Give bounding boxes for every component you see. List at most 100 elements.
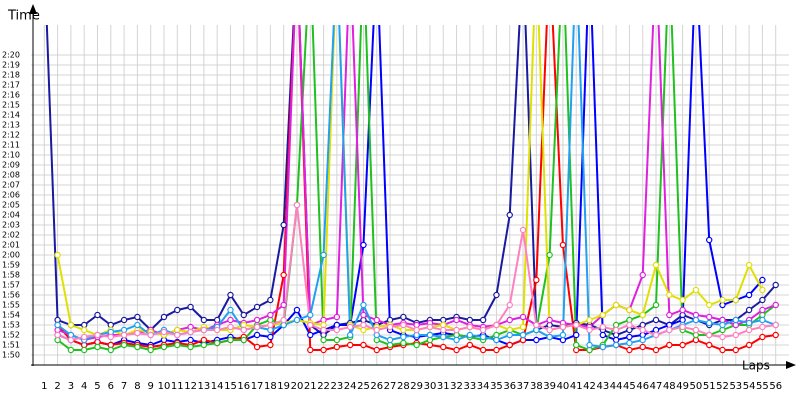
point — [386, 323, 394, 331]
y-tick-label: 2:02 — [2, 231, 20, 240]
point — [346, 323, 354, 331]
point — [120, 331, 128, 339]
x-tick-label: 35 — [490, 381, 503, 392]
y-axis-label: Time — [7, 9, 40, 24]
point — [253, 331, 261, 339]
point — [174, 341, 181, 349]
point — [586, 316, 593, 324]
x-tick-label: 17 — [251, 381, 264, 392]
point — [253, 343, 261, 351]
point — [293, 306, 301, 314]
point — [559, 331, 567, 339]
point — [240, 311, 247, 319]
point — [413, 326, 420, 334]
point — [533, 336, 540, 344]
point — [333, 343, 341, 351]
point — [639, 311, 646, 319]
point — [546, 333, 553, 341]
point — [360, 321, 367, 329]
point — [94, 311, 101, 319]
x-tick-label: 47 — [650, 381, 663, 392]
point — [320, 326, 327, 334]
x-tick-label: 56 — [769, 381, 782, 392]
grid — [31, 25, 789, 365]
x-tick-label: 29 — [410, 381, 423, 392]
point — [652, 301, 660, 309]
point — [772, 321, 779, 329]
y-tick-label: 1:50 — [2, 351, 20, 360]
point — [759, 316, 766, 324]
point — [772, 331, 779, 339]
point — [732, 296, 740, 304]
point — [639, 326, 646, 334]
point — [506, 301, 513, 309]
point — [466, 331, 474, 339]
point — [267, 333, 274, 341]
point — [599, 323, 607, 331]
x-tick-label: 10 — [158, 381, 171, 392]
y-tick-label: 2:00 — [2, 251, 20, 260]
point — [533, 321, 540, 329]
point — [479, 346, 487, 354]
point — [360, 311, 367, 319]
point — [745, 319, 753, 327]
y-tick-label: 2:18 — [2, 71, 20, 80]
point — [679, 296, 686, 304]
point — [346, 341, 354, 349]
x-tick-label: 2 — [54, 381, 60, 392]
point — [200, 341, 208, 349]
point — [80, 333, 88, 341]
point — [54, 251, 61, 259]
point — [320, 336, 327, 344]
y-tick-label: 2:11 — [2, 141, 20, 150]
x-tick-label: 7 — [121, 381, 127, 392]
point — [626, 346, 633, 354]
point — [320, 346, 327, 354]
point — [612, 326, 620, 334]
x-tick-label: 33 — [463, 381, 476, 392]
point — [759, 333, 766, 341]
y-tick-label: 2:01 — [2, 241, 20, 250]
x-axis-arrow — [786, 361, 796, 369]
y-tick-label: 2:16 — [2, 91, 20, 100]
x-tick-label: 42 — [583, 381, 596, 392]
point — [333, 326, 341, 334]
point — [134, 343, 141, 351]
point — [187, 343, 194, 351]
point — [267, 311, 274, 319]
point — [440, 343, 447, 351]
x-tick-label: 23 — [330, 381, 343, 392]
point — [293, 316, 301, 324]
x-tick-label: 12 — [184, 381, 197, 392]
point — [493, 336, 500, 344]
x-tick-label: 22 — [317, 381, 330, 392]
point — [213, 339, 221, 347]
y-tick-label: 1:52 — [2, 331, 20, 340]
x-tick-label: 20 — [291, 381, 304, 392]
point — [466, 323, 474, 331]
point — [80, 346, 88, 354]
x-tick-label: 50 — [690, 381, 703, 392]
point — [200, 316, 208, 324]
point — [360, 341, 367, 349]
x-tick-label: 24 — [344, 381, 357, 392]
point — [160, 313, 168, 321]
point — [719, 333, 726, 341]
point — [626, 339, 633, 347]
y-tick-label: 2:03 — [2, 221, 20, 230]
x-tick-label: 15 — [224, 381, 237, 392]
y-tick-label: 2:07 — [2, 181, 20, 190]
point — [612, 341, 620, 349]
point — [559, 241, 567, 249]
x-tick-label: 18 — [264, 381, 277, 392]
point — [599, 311, 607, 319]
point — [546, 316, 553, 324]
point — [54, 331, 61, 339]
y-tick-label: 1:57 — [2, 281, 20, 290]
point — [373, 316, 380, 324]
point — [706, 331, 713, 339]
point — [493, 321, 500, 329]
y-tick-label: 2:14 — [2, 111, 20, 120]
point — [187, 303, 194, 311]
point — [94, 343, 101, 351]
